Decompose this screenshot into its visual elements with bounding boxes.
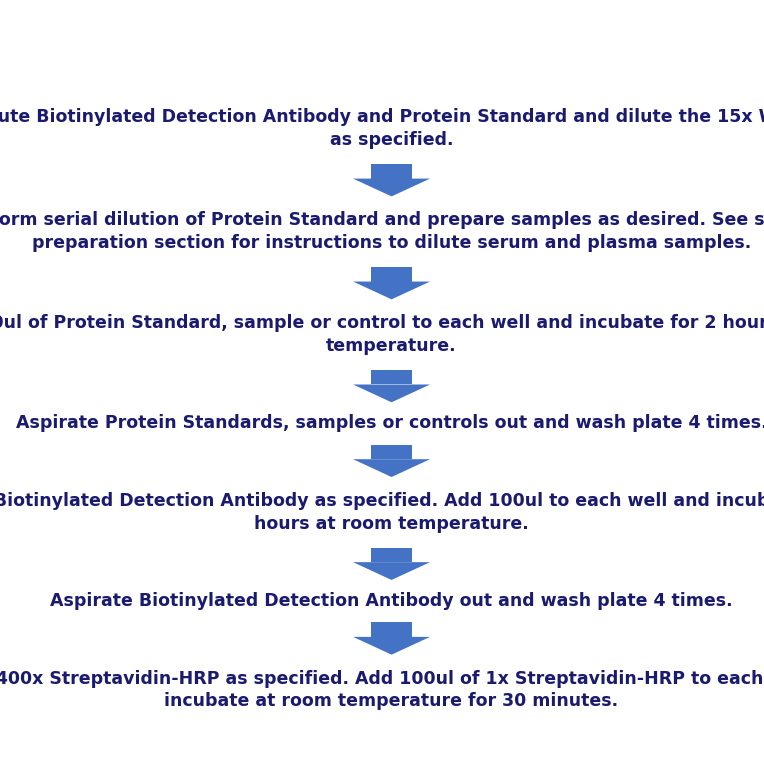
Polygon shape <box>371 445 413 459</box>
Polygon shape <box>371 725 413 740</box>
Polygon shape <box>371 267 413 282</box>
Polygon shape <box>353 459 430 477</box>
Polygon shape <box>371 164 413 179</box>
Polygon shape <box>353 740 430 758</box>
Text: Aspirate Biotinylated Detection Antibody out and wash plate 4 times.: Aspirate Biotinylated Detection Antibody… <box>50 592 733 610</box>
Text: Dilute 400x Streptavidin-HRP as specified. Add 100ul of 1x Streptavidin-HRP to e: Dilute 400x Streptavidin-HRP as specifie… <box>0 669 764 711</box>
Polygon shape <box>371 548 413 562</box>
Text: Perform serial dilution of Protein Standard and prepare samples as desired. See : Perform serial dilution of Protein Stand… <box>0 211 764 252</box>
Text: Reconstitute Biotinylated Detection Antibody and Protein Standard and dilute the: Reconstitute Biotinylated Detection Anti… <box>0 108 764 149</box>
Polygon shape <box>353 637 430 655</box>
Polygon shape <box>353 282 430 299</box>
Text: Dilute Biotinylated Detection Antibody as specified. Add 100ul to each well and : Dilute Biotinylated Detection Antibody a… <box>0 492 764 533</box>
Polygon shape <box>353 384 430 403</box>
Polygon shape <box>353 179 430 196</box>
Polygon shape <box>353 562 430 580</box>
Text: Aspirate Protein Standards, samples or controls out and wash plate 4 times.: Aspirate Protein Standards, samples or c… <box>16 414 764 432</box>
Text: Add 100ul of Protein Standard, sample or control to each well and incubate for 2: Add 100ul of Protein Standard, sample or… <box>0 314 764 355</box>
Polygon shape <box>371 370 413 384</box>
Polygon shape <box>371 623 413 637</box>
